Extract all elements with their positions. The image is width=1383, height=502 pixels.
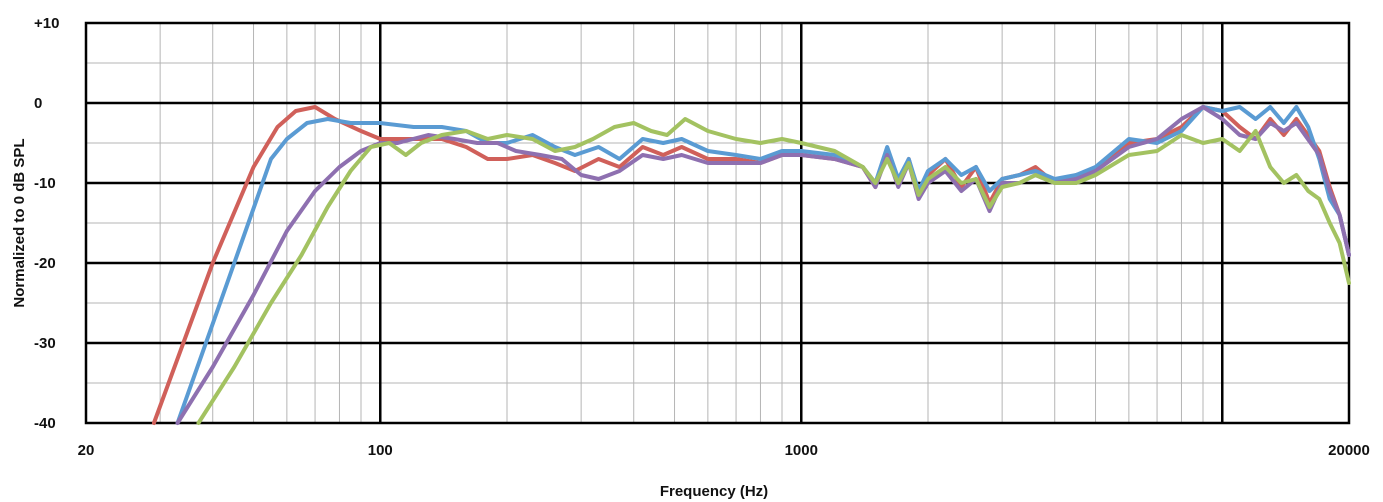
y-axis-title: Normalized to 0 dB SPL [11,138,28,307]
y-tick-label: +10 [34,15,59,32]
minor-grid [86,23,1349,423]
y-tick-label: -10 [34,175,56,192]
y-tick-labels: +10 0 -10 -20 -30 -40 [34,15,59,432]
x-tick-label: 100 [368,442,393,459]
x-tick-label: 20 [78,442,95,459]
series-layer [151,105,1351,425]
y-tick-label: -20 [34,255,56,272]
plot-frame [84,21,1351,425]
series-line-4 [196,117,1351,425]
y-tick-label: -40 [34,415,56,432]
major-grid [84,21,1351,425]
y-tick-label: -30 [34,335,56,352]
series-line-3 [175,105,1351,425]
series-line-2 [175,105,1351,425]
x-tick-labels: 20 100 1000 20000 [78,442,1370,459]
y-tick-label: 0 [34,95,42,112]
x-tick-label: 20000 [1328,442,1370,459]
series-line-1 [151,105,1351,425]
x-tick-label: 1000 [785,442,818,459]
x-axis-title: Frequency (Hz) [660,483,768,500]
